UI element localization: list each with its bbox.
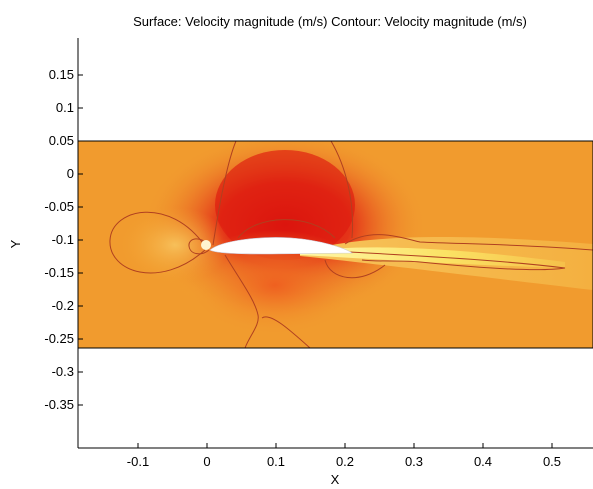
y-tick-label: 0 xyxy=(67,166,74,181)
x-tick-label: 0.5 xyxy=(543,454,561,469)
contour-wake-lower xyxy=(349,251,566,271)
stagnation-region xyxy=(120,207,230,283)
y-axis-title: Y xyxy=(8,239,23,248)
chart-title: Surface: Velocity magnitude (m/s) Contou… xyxy=(133,14,527,29)
y-tick-label: -0.05 xyxy=(44,199,74,214)
x-axis-ticks: -0.1 0 0.1 0.2 0.3 0.4 0.5 xyxy=(127,443,561,469)
contour-upper-lobe xyxy=(212,141,354,246)
contour-stagnation-ring xyxy=(188,238,210,255)
y-tick-label: 0.05 xyxy=(49,133,74,148)
y-tick-label: -0.35 xyxy=(44,397,74,412)
airfoil-shape xyxy=(209,237,353,255)
x-tick-label: 0.4 xyxy=(474,454,492,469)
contour-downstream-lower xyxy=(324,259,386,279)
y-tick-label: -0.1 xyxy=(52,232,74,247)
y-axis-ticks: 0.15 0.1 0.05 0 -0.05 -0.1 -0.15 -0.2 -0.25 -0.3 -… xyxy=(44,67,83,412)
leading-edge-glow xyxy=(201,240,211,250)
contour-lower-stem xyxy=(224,254,311,348)
x-tick-label: 0.1 xyxy=(267,454,285,469)
x-tick-label: 0 xyxy=(203,454,210,469)
x-axis-title: X xyxy=(331,472,340,487)
x-tick-label: 0.3 xyxy=(405,454,423,469)
y-tick-label: -0.15 xyxy=(44,265,74,280)
y-tick-label: 0.15 xyxy=(49,67,74,82)
y-tick-label: -0.3 xyxy=(52,364,74,379)
x-tick-label: 0.2 xyxy=(336,454,354,469)
x-tick-label: -0.1 xyxy=(127,454,149,469)
y-tick-label: -0.2 xyxy=(52,298,74,313)
contour-wake-upper xyxy=(344,234,593,251)
contour-inner-red xyxy=(237,219,336,239)
contour-upstream xyxy=(109,211,206,274)
y-tick-label: -0.25 xyxy=(44,331,74,346)
y-tick-label: 0.1 xyxy=(56,100,74,115)
contour-lines xyxy=(109,141,593,348)
velocity-field xyxy=(78,141,593,348)
